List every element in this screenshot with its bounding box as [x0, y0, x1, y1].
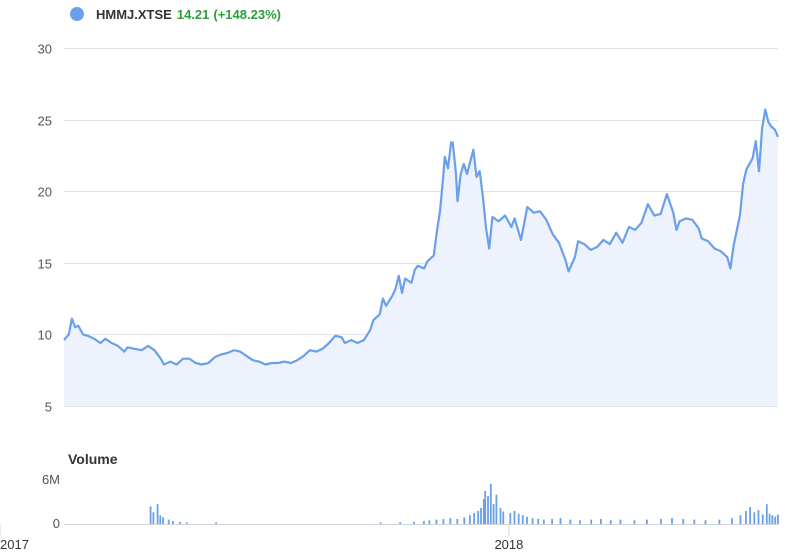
legend-change: (+148.23%) — [213, 6, 281, 22]
volume-y-tick-label: 6M — [42, 472, 60, 487]
volume-bar — [761, 514, 764, 524]
volume-bar — [149, 506, 152, 524]
volume-y-axis: 0 6M — [42, 472, 60, 531]
volume-bar — [526, 516, 528, 524]
volume-bar — [399, 522, 402, 524]
volume-bar — [768, 513, 771, 524]
volume-bar — [152, 512, 155, 524]
volume-bar — [590, 519, 593, 524]
volume-bar — [435, 519, 438, 524]
volume-bar — [771, 515, 774, 524]
volume-bar — [718, 519, 721, 524]
volume-bar — [456, 518, 459, 524]
volume-bar — [185, 522, 188, 524]
volume-bar — [492, 504, 495, 524]
chart-legend[interactable]: HMMJ.XTSE 14.21 (+148.23%) — [70, 4, 281, 24]
volume-bar — [569, 519, 572, 524]
volume-bar — [442, 518, 445, 524]
volume-bar — [167, 519, 170, 524]
volume-bar — [559, 518, 562, 524]
legend-price: 14.21 — [176, 6, 210, 22]
volume-bar — [739, 515, 742, 524]
volume-bar — [156, 504, 159, 524]
volume-bar — [215, 522, 217, 524]
volume-bar — [619, 519, 622, 524]
volume-panel-title: Volume — [68, 451, 118, 467]
volume-bar — [537, 518, 540, 524]
volume-bar — [633, 520, 636, 524]
volume-bar — [765, 504, 768, 524]
volume-bar — [517, 513, 520, 524]
volume-bar — [774, 516, 777, 524]
x-axis: 2017 2018 — [0, 524, 523, 552]
volume-bar — [749, 507, 751, 524]
y-tick-label: 30 — [38, 42, 52, 57]
price-line — [63, 108, 780, 366]
volume-bar — [513, 510, 516, 524]
volume-bar — [179, 521, 181, 524]
volume-y-tick-label: 0 — [53, 516, 60, 531]
volume-bar — [542, 519, 545, 524]
volume-bar — [704, 520, 707, 524]
volume-bar — [693, 519, 696, 524]
legend-series-marker — [70, 7, 84, 21]
volume-bar — [159, 515, 162, 524]
legend-symbol: HMMJ.XTSE — [96, 6, 172, 22]
x-tick-label: 2018 — [494, 537, 523, 552]
volume-bar — [480, 507, 482, 524]
volume-bar — [777, 514, 779, 524]
volume-bar — [499, 507, 502, 524]
volume-bar — [731, 518, 733, 524]
volume-bar — [172, 521, 174, 524]
volume-bar — [449, 518, 452, 524]
x-tick-label: 2017 — [0, 537, 29, 552]
volume-bar — [609, 520, 612, 524]
volume-bar — [660, 518, 662, 524]
volume-bar — [379, 522, 382, 524]
volume-bar — [502, 511, 505, 524]
volume-bar — [423, 521, 425, 524]
volume-bar — [646, 519, 648, 524]
volume-bar — [600, 518, 602, 524]
volume-bar — [753, 512, 756, 524]
volume-bar — [671, 518, 673, 524]
volume-bar — [469, 515, 471, 524]
y-tick-label: 20 — [38, 185, 52, 200]
volume-bar — [162, 517, 164, 524]
volume-bar — [489, 483, 492, 524]
y-tick-label: 25 — [38, 114, 52, 129]
volume-bar — [757, 510, 760, 524]
y-tick-label: 15 — [38, 257, 52, 272]
volume-bar — [509, 513, 512, 524]
volume-bar — [531, 518, 534, 524]
volume-bar — [463, 517, 466, 524]
volume-bar — [551, 518, 553, 524]
volume-bar — [473, 513, 475, 524]
volume-bar — [579, 520, 581, 524]
volume-bar — [428, 520, 431, 524]
volume-bar — [487, 496, 489, 524]
price-y-axis: 5 10 15 20 25 30 — [38, 42, 52, 415]
y-tick-label: 10 — [38, 328, 52, 343]
price-area — [64, 109, 778, 406]
volume-bar — [745, 510, 747, 524]
volume-bar — [495, 494, 498, 524]
y-tick-label: 5 — [45, 400, 52, 415]
volume-bar — [484, 491, 487, 524]
volume-bar — [482, 499, 485, 524]
volume-bar — [477, 510, 480, 524]
volume-bar — [413, 521, 415, 524]
volume-bars — [149, 483, 779, 524]
volume-bar — [521, 515, 524, 524]
volume-bar — [682, 518, 685, 524]
